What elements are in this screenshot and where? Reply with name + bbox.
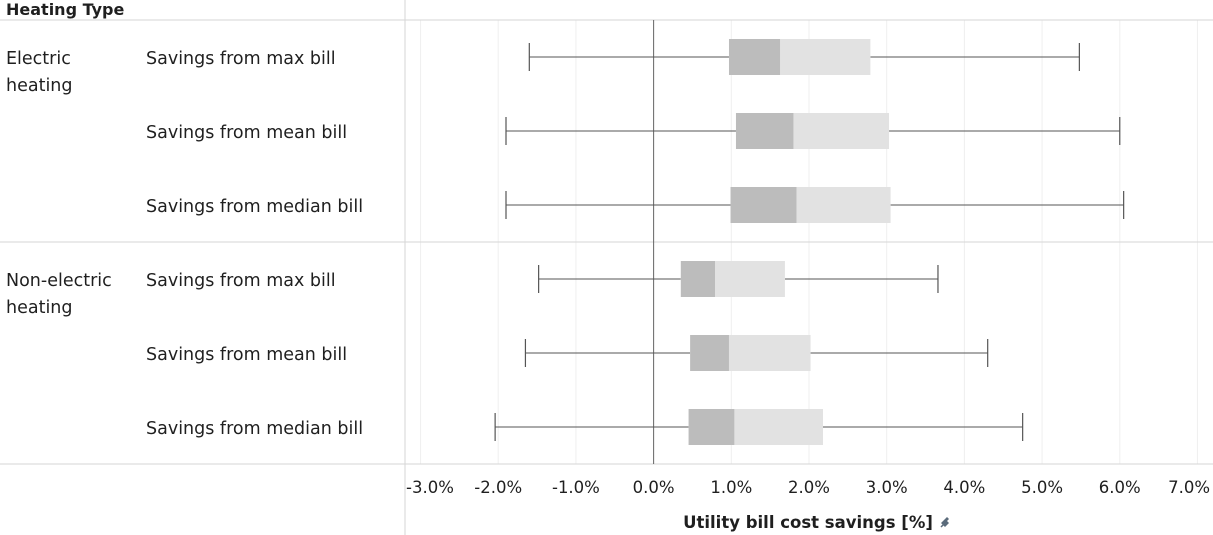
box-lower-half: [728, 39, 781, 75]
x-tick-label: -2.0%: [474, 478, 522, 497]
row-label: Savings from median bill: [146, 197, 363, 217]
box-plot: [505, 187, 1125, 223]
x-tick-label: 3.0%: [866, 478, 908, 497]
row-label: Savings from mean bill: [146, 123, 347, 143]
box-lower-half: [680, 261, 715, 297]
box-lower-half: [688, 409, 735, 445]
row-label: Savings from mean bill: [146, 345, 347, 365]
row-header: Heating Type: [6, 0, 124, 19]
x-axis-title: Utility bill cost savings [%]: [683, 513, 933, 532]
box-plot: [505, 113, 1121, 149]
x-tick-label: -1.0%: [552, 478, 600, 497]
x-tick-label: 1.0%: [710, 478, 752, 497]
x-tick-label: 6.0%: [1099, 478, 1141, 497]
box-lower-half: [690, 335, 729, 371]
x-tick-label: 7.0%: [1168, 478, 1210, 497]
group-label-line: Non-electric: [6, 271, 112, 291]
box-plot: [494, 409, 1024, 445]
x-tick-label: 4.0%: [943, 478, 985, 497]
box-upper-half: [728, 335, 811, 371]
x-tick-label: -3.0%: [406, 478, 454, 497]
x-tick-label: 5.0%: [1021, 478, 1063, 497]
x-tick-label: 0.0%: [633, 478, 675, 497]
box-upper-half: [714, 261, 785, 297]
row-label: Savings from median bill: [146, 419, 363, 439]
pin-icon[interactable]: [940, 517, 949, 528]
row-label: Savings from max bill: [146, 271, 336, 291]
box-upper-half: [796, 187, 891, 223]
box-plots: [494, 39, 1125, 445]
box-lower-half: [730, 187, 797, 223]
row-labels: Electric heating Savings from max bill Savi…: [6, 49, 363, 439]
x-tick-label: 2.0%: [788, 478, 830, 497]
row-label: Savings from max bill: [146, 49, 336, 69]
box-upper-half: [793, 113, 890, 149]
box-plot: [528, 39, 1080, 75]
group-label-line: heating: [6, 298, 73, 318]
x-axis-ticks: -3.0% -2.0% -1.0% 0.0% 1.0% 2.0% 3.0% 4.0% 5.0% 6…: [406, 478, 1210, 497]
box-upper-half: [734, 409, 823, 445]
group-label-line: Electric: [6, 49, 71, 69]
box-plot: [524, 335, 989, 371]
box-lower-half: [735, 113, 794, 149]
box-plot: [538, 261, 939, 297]
group-label-line: heating: [6, 76, 73, 96]
box-upper-half: [780, 39, 871, 75]
